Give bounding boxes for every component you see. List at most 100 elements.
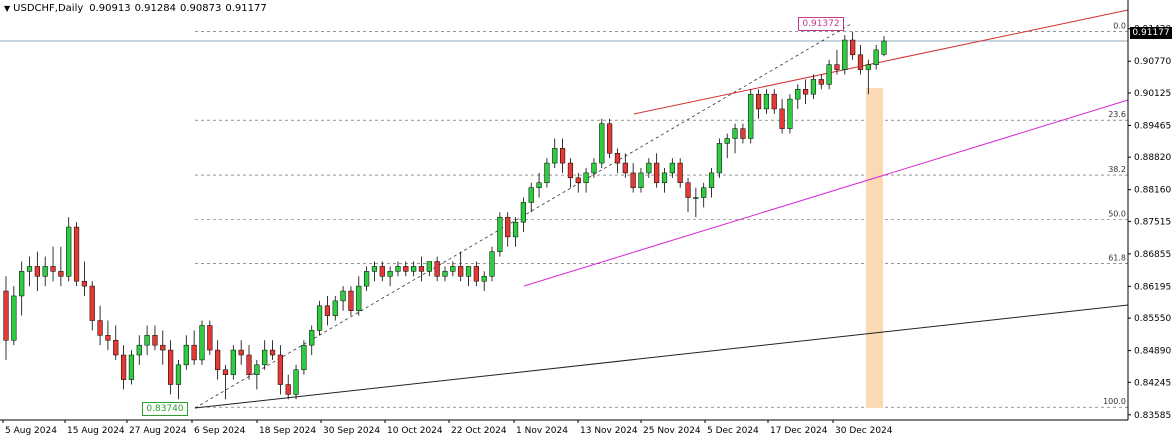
candle xyxy=(528,182,534,213)
candle-body xyxy=(66,226,72,277)
dropdown-triangle-icon[interactable]: ▼ xyxy=(4,4,11,13)
candle-body xyxy=(803,89,809,95)
candle xyxy=(293,364,299,400)
candle-body xyxy=(379,266,385,277)
candle-body xyxy=(58,271,64,277)
candle xyxy=(881,36,887,57)
candle-body xyxy=(693,197,699,199)
candle-body xyxy=(559,148,566,164)
candle xyxy=(418,256,425,282)
candle xyxy=(803,79,809,105)
ohlc-high: 0.91284 xyxy=(134,3,176,14)
candle-body xyxy=(364,271,370,287)
candle-body xyxy=(246,354,252,375)
candle-body xyxy=(191,344,197,361)
candle xyxy=(458,251,464,282)
candle-body xyxy=(857,54,864,70)
candle xyxy=(58,246,64,287)
candle-body xyxy=(779,108,785,129)
candle xyxy=(591,158,597,178)
x-tick-label: 27 Aug 2024 xyxy=(129,426,187,436)
candle xyxy=(520,197,526,232)
candle xyxy=(199,320,205,365)
candle-body xyxy=(473,266,479,282)
x-tick-label: 22 Oct 2024 xyxy=(451,426,507,436)
candle-body xyxy=(536,182,542,188)
candle xyxy=(136,335,142,365)
candle xyxy=(857,44,864,75)
x-tick-label: 6 Sep 2024 xyxy=(194,426,246,436)
candle xyxy=(340,286,346,311)
trendlines xyxy=(194,9,1129,409)
candle xyxy=(3,276,9,360)
candle xyxy=(450,261,456,277)
candle-body xyxy=(599,123,605,164)
highlight-zone xyxy=(866,88,883,408)
black-trendline xyxy=(194,304,1129,409)
ohlc-close: 0.91177 xyxy=(225,3,267,14)
candle-body xyxy=(230,349,236,375)
candle-body xyxy=(763,93,770,110)
x-tick-label: 1 Nov 2024 xyxy=(516,426,568,436)
candle xyxy=(763,89,770,114)
candle xyxy=(403,261,409,277)
candle xyxy=(316,300,323,336)
candle-body xyxy=(152,335,158,346)
candle-body xyxy=(387,271,393,277)
candle-body xyxy=(89,285,95,321)
candle-body xyxy=(81,280,87,287)
candle-body xyxy=(505,216,511,238)
candle-body xyxy=(442,271,448,277)
y-tick-label: 0.88820 xyxy=(1134,153,1171,163)
magenta-trendline xyxy=(523,99,1129,287)
candle xyxy=(748,89,754,144)
candle xyxy=(42,256,48,287)
candle xyxy=(850,31,856,60)
candle-body xyxy=(732,128,738,139)
candle-body xyxy=(168,349,174,385)
candle-body xyxy=(724,138,730,144)
candle xyxy=(254,359,260,390)
candle-body xyxy=(661,172,668,184)
candle xyxy=(669,158,675,178)
candle-body xyxy=(293,369,299,395)
candle-body xyxy=(324,305,331,316)
candle-body xyxy=(207,325,213,351)
candle-body xyxy=(748,93,754,139)
candle xyxy=(544,158,550,188)
candle-body xyxy=(630,172,636,188)
fib-level-label: 100.0 xyxy=(1103,397,1126,406)
candle-body xyxy=(426,261,432,272)
candle-body xyxy=(575,177,581,184)
candle-body xyxy=(842,39,848,70)
candle-body xyxy=(450,266,456,272)
y-tick-label: 0.90125 xyxy=(1134,89,1171,99)
candle xyxy=(11,286,17,346)
candle-body xyxy=(654,162,660,184)
x-tick-label: 30 Sep 2024 xyxy=(323,426,380,436)
candlesticks xyxy=(3,31,887,400)
candle xyxy=(34,251,40,292)
candle-body xyxy=(544,162,550,184)
candle xyxy=(755,89,762,119)
candle-body xyxy=(826,64,832,85)
red-trendline xyxy=(633,9,1129,115)
candle-body xyxy=(418,266,425,272)
x-tick-label: 30 Dec 2024 xyxy=(835,426,893,436)
candle-body xyxy=(3,290,9,341)
highlight-zone-rect xyxy=(866,88,883,408)
candle-body xyxy=(771,93,777,110)
candle xyxy=(818,74,824,90)
candle-body xyxy=(677,162,683,184)
candle xyxy=(364,266,370,292)
fib-level-label: 38.2 xyxy=(1108,165,1126,174)
candle-body xyxy=(340,290,346,302)
candle xyxy=(489,246,495,282)
candle xyxy=(128,350,135,385)
candle xyxy=(771,89,777,114)
candle xyxy=(89,281,95,331)
candle xyxy=(105,320,111,351)
candle xyxy=(614,148,621,173)
candle xyxy=(497,212,503,257)
